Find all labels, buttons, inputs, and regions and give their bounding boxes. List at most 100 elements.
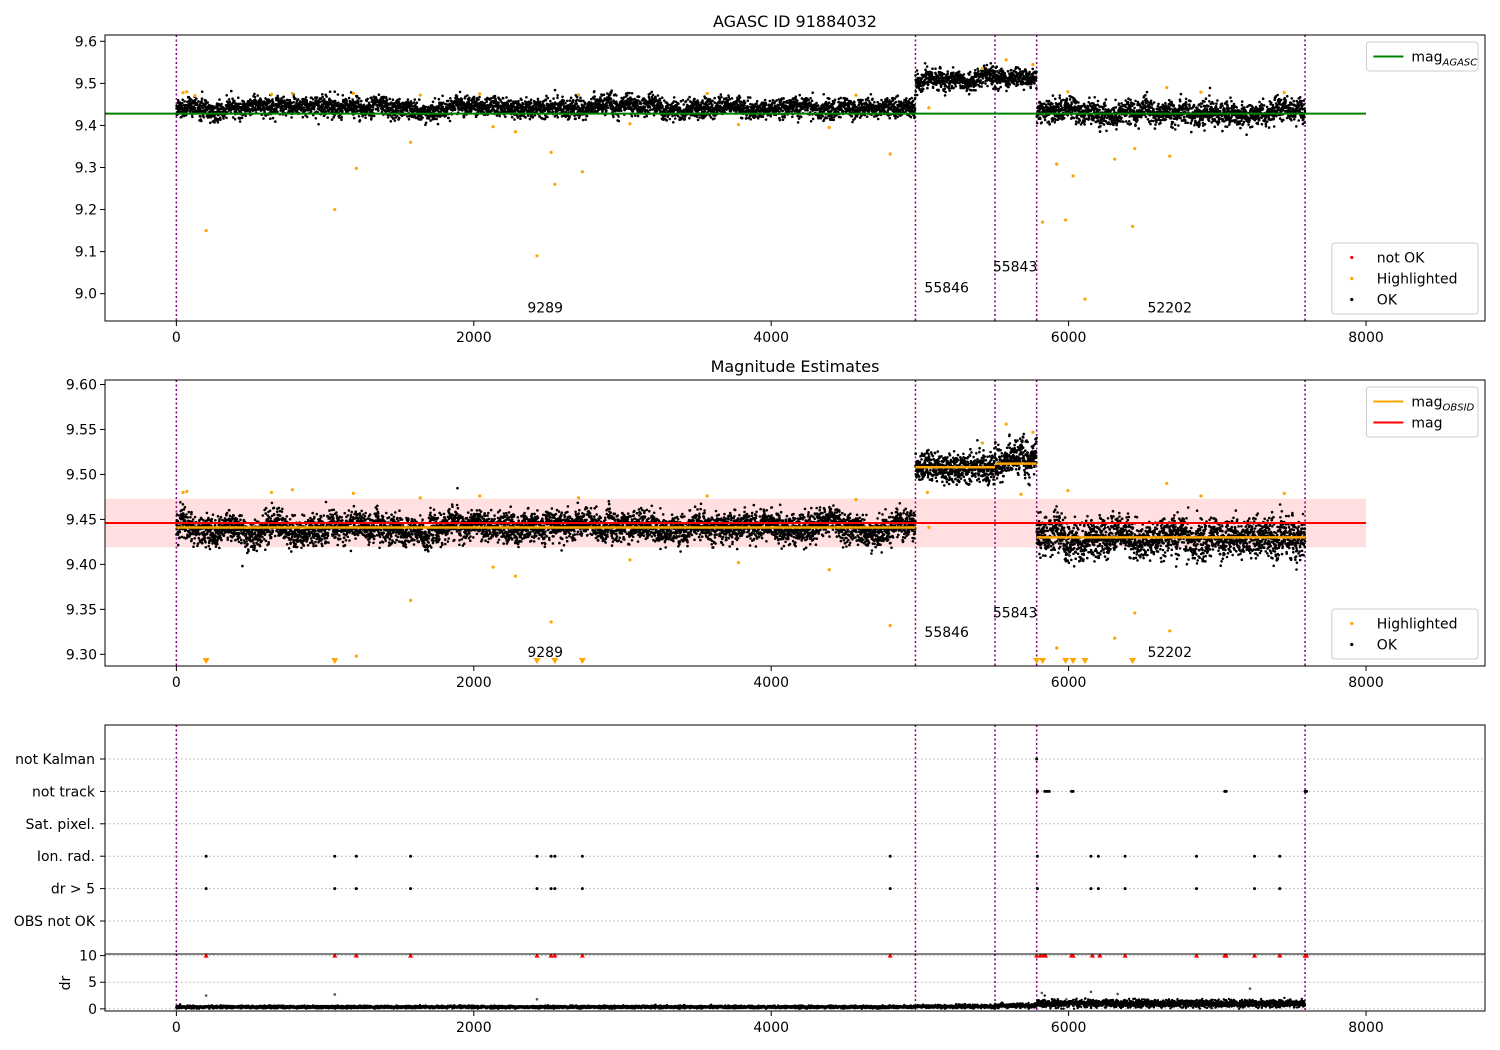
ok-point — [876, 100, 879, 104]
ok-point — [656, 94, 660, 97]
ok-point — [568, 115, 571, 118]
ok-point — [771, 99, 775, 102]
ok-point — [475, 103, 479, 106]
ok-point — [530, 101, 533, 105]
ok-point — [495, 114, 499, 117]
ok-point — [400, 114, 404, 117]
ok-point — [212, 105, 215, 108]
ok-point — [436, 122, 440, 126]
ok-point — [968, 73, 971, 76]
ok-point — [414, 103, 417, 107]
ok-point — [195, 103, 199, 107]
ok-point — [617, 119, 621, 123]
ok-point — [271, 100, 275, 104]
ok-point — [412, 101, 416, 104]
ok-point — [358, 119, 362, 122]
ok-point — [984, 82, 987, 85]
ok-point — [520, 98, 523, 102]
ok-point — [946, 72, 950, 76]
ok-point — [455, 94, 459, 98]
ok-point — [343, 104, 347, 107]
ok-point — [200, 99, 203, 103]
ok-point — [370, 96, 373, 99]
ok-point — [954, 85, 957, 88]
ok-point — [930, 71, 934, 75]
ok-point — [593, 95, 596, 98]
ok-point — [853, 100, 856, 104]
ok-point — [364, 116, 367, 119]
ok-point — [546, 115, 549, 119]
ok-point — [620, 109, 623, 112]
ok-point — [743, 104, 746, 107]
ok-point — [748, 96, 752, 99]
ok-point — [356, 95, 359, 99]
ok-point — [496, 108, 499, 111]
ok-point — [528, 105, 532, 109]
ok-point — [200, 90, 204, 93]
ok-point — [340, 118, 343, 121]
ok-point — [256, 94, 260, 97]
ok-point — [957, 70, 961, 73]
ok-point — [952, 86, 955, 90]
ok-point — [462, 101, 466, 104]
ok-point — [869, 93, 873, 96]
ok-point — [686, 98, 690, 101]
ok-point — [387, 109, 391, 113]
ok-point — [437, 97, 441, 101]
ok-point — [768, 99, 772, 103]
ok-point — [610, 89, 613, 92]
ok-point — [323, 98, 326, 101]
ok-point — [180, 115, 184, 118]
ok-point — [386, 116, 390, 119]
ok-point — [301, 115, 305, 119]
ok-point — [761, 115, 765, 118]
ok-point — [782, 97, 785, 100]
ok-point — [471, 101, 475, 104]
ok-point — [470, 109, 473, 112]
ok-point — [176, 105, 179, 108]
ok-point — [204, 99, 208, 102]
ok-point — [499, 98, 502, 102]
ok-point — [418, 98, 421, 101]
ok-point — [991, 65, 995, 68]
ok-point — [934, 67, 937, 70]
ok-point — [610, 100, 613, 103]
ok-point — [816, 104, 820, 107]
ok-point — [233, 99, 236, 103]
ok-point — [839, 115, 842, 119]
ok-point — [503, 108, 507, 112]
ok-point — [349, 91, 353, 94]
ok-point — [541, 117, 544, 120]
ok-point — [413, 98, 417, 101]
ok-point — [973, 69, 977, 72]
ok-point — [951, 66, 955, 69]
ok-point — [391, 108, 394, 111]
ok-point — [811, 117, 815, 121]
ok-point — [227, 98, 231, 101]
ok-point — [498, 114, 501, 118]
ok-point — [704, 97, 708, 100]
ok-point — [985, 63, 989, 67]
ok-point — [391, 98, 395, 101]
ok-point — [501, 97, 505, 100]
ok-point — [666, 106, 670, 110]
ok-point — [517, 99, 520, 103]
ok-point — [650, 90, 654, 94]
ok-point — [799, 115, 803, 119]
ok-point — [216, 120, 220, 124]
ok-point — [551, 110, 555, 114]
ok-point — [371, 108, 375, 111]
ok-point — [357, 100, 360, 103]
ok-point — [952, 71, 955, 74]
ok-point — [213, 121, 216, 124]
ok-point — [944, 90, 947, 94]
ok-point — [764, 102, 768, 105]
ok-point — [282, 95, 286, 99]
ok-point — [430, 107, 433, 111]
ok-point — [682, 103, 685, 106]
ok-point — [796, 121, 800, 124]
ok-point — [696, 118, 700, 122]
ok-point — [304, 96, 308, 99]
ok-point — [561, 95, 564, 99]
